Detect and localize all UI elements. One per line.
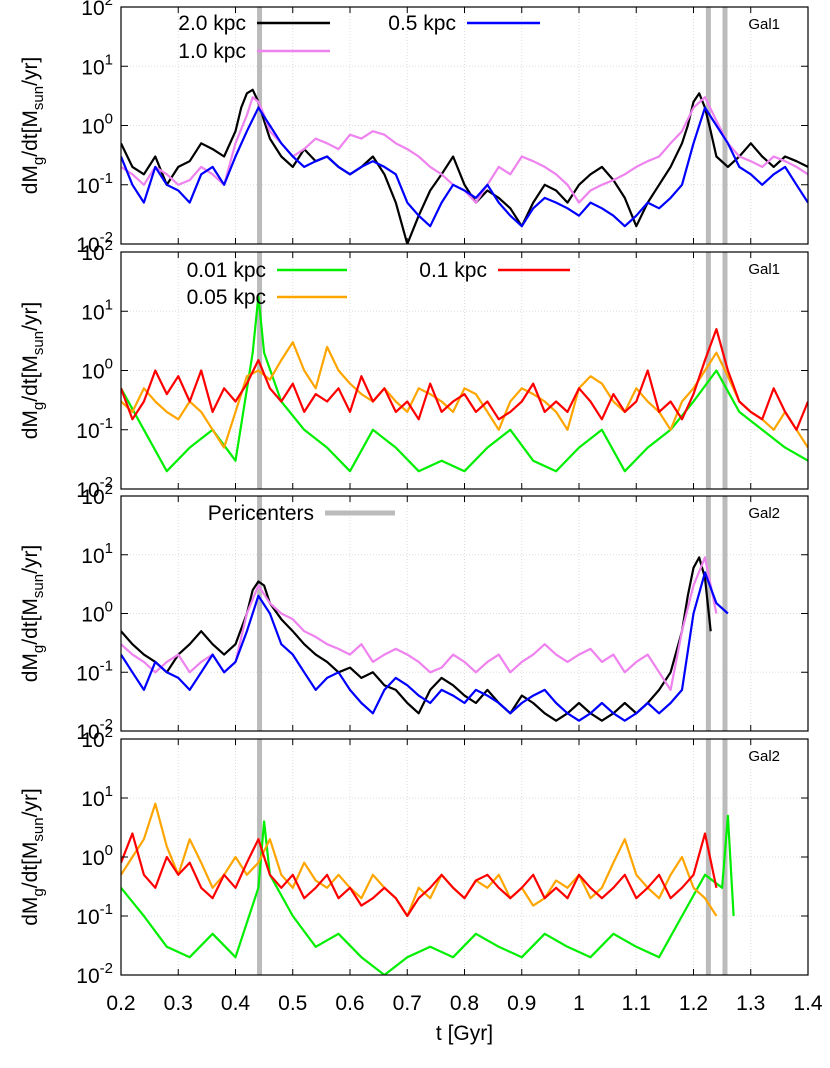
x-axis-title: t [Gyr] — [436, 1022, 493, 1045]
x-tick-label: 1.4 — [793, 992, 823, 1015]
x-tick-label: 0.6 — [335, 992, 364, 1015]
x-tick-label: 0.2 — [106, 992, 135, 1015]
x-tick-label: 0.9 — [507, 992, 536, 1015]
x-tick-label: 0.5 — [278, 992, 307, 1015]
y-tick-label: 10-2 — [76, 474, 113, 502]
y-tick-label: 100 — [81, 356, 113, 384]
legend-label: 0.1 kpc — [419, 259, 487, 282]
x-tick-label: 1.2 — [679, 992, 708, 1015]
series-line-0-01-kpc — [121, 814, 735, 975]
y-tick-label: 102 — [81, 724, 113, 752]
y-tick-label: 100 — [81, 599, 113, 627]
x-tick-label: 1.3 — [736, 992, 765, 1015]
series-line-0-1-kpc — [121, 328, 808, 431]
y-tick-label: 100 — [81, 111, 113, 139]
y-tick-label: 102 — [81, 481, 113, 509]
panel-4: 10-2 10-1 100 101 102 dMg/dt[Msun/yr] Gal2 — [19, 724, 809, 988]
panel-1: 10-2 10-1 100 101 102 dMg/dt[Msun/yr] Gal1 2.0 … — [19, 0, 809, 257]
series-line-2-0-kpc — [121, 556, 712, 722]
series-line-0-1-kpc — [121, 832, 718, 918]
legend-label: 1.0 kpc — [178, 40, 246, 63]
panel-3: 10-2 10-1 100 101 102 dMg/dt[Msun/yr] Gal2 Peri… — [19, 481, 809, 744]
x-tick-label: 0.7 — [393, 992, 422, 1015]
y-tick-label: 102 — [81, 0, 113, 20]
y-axis-title: dMg/dt[Msun/yr] — [19, 545, 47, 683]
series-line-0-5-kpc — [121, 106, 808, 228]
y-tick-label: 101 — [81, 51, 113, 79]
legend-label: 0.05 kpc — [187, 286, 266, 309]
series-line-0-05-kpc — [121, 341, 808, 449]
panel-2: 10-2 10-1 100 101 102 dMg/dt[Msun/yr] Gal1 0.01… — [19, 237, 809, 502]
y-tick-label: 10-1 — [76, 901, 113, 929]
x-tick-label: 0.4 — [221, 992, 251, 1015]
x-tick-label: 0.3 — [164, 992, 193, 1015]
y-axis-title: dMg/dt[Msun/yr] — [19, 788, 47, 926]
y-axis-title: dMg/dt[Msun/yr] — [19, 302, 47, 440]
y-tick-label: 10-2 — [76, 716, 113, 744]
series-line-0-05-kpc — [121, 802, 718, 918]
panel-tag: Gal1 — [748, 261, 780, 278]
panel-tag: Gal2 — [748, 748, 780, 765]
y-tick-label: 102 — [81, 237, 113, 265]
y-tick-label: 10-2 — [76, 229, 113, 257]
x-tick-label: 1.1 — [622, 992, 651, 1015]
panel-tag: Gal1 — [748, 16, 780, 33]
y-tick-label: 101 — [81, 783, 113, 811]
x-tick-label: 0.8 — [450, 992, 479, 1015]
series-line-0-5-kpc — [121, 571, 729, 722]
y-axis-title: dMg/dt[Msun/yr] — [19, 57, 47, 195]
y-tick-label: 101 — [81, 540, 113, 568]
legend-label: 0.5 kpc — [388, 12, 456, 35]
legend-label: Pericenters — [208, 502, 314, 525]
x-tick-label: 1 — [573, 992, 585, 1015]
legend-label: 2.0 kpc — [178, 12, 246, 35]
series-line-2-0-kpc — [121, 88, 808, 244]
panel-tag: Gal2 — [748, 505, 780, 522]
y-tick-label: 10-2 — [76, 960, 113, 988]
legend-label: 0.01 kpc — [187, 259, 266, 282]
y-tick-label: 100 — [81, 842, 113, 870]
y-tick-label: 10-1 — [76, 657, 113, 685]
y-tick-label: 10-1 — [76, 170, 113, 198]
y-tick-label: 101 — [81, 296, 113, 324]
y-tick-label: 10-1 — [76, 415, 113, 443]
